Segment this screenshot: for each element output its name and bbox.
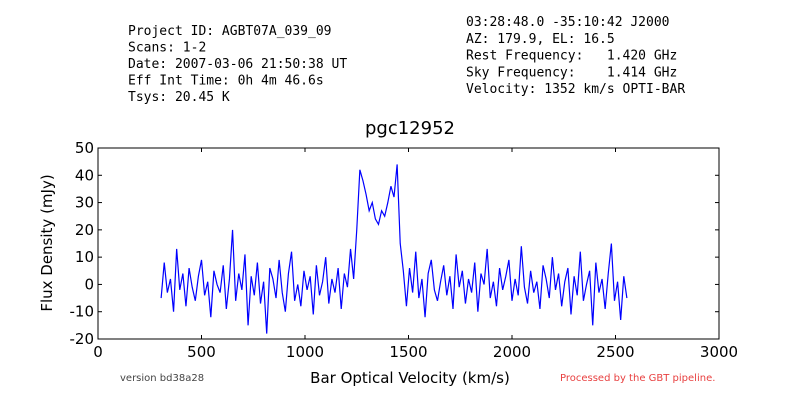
y-tick-label: 0 (84, 275, 94, 293)
x-axis-label: Bar Optical Velocity (km/s) (310, 369, 510, 387)
info-text: Velocity: 1352 km/s OPTI-BAR (466, 82, 685, 97)
y-tick-label: 50 (75, 139, 94, 157)
y-tick-label: -10 (70, 303, 95, 321)
x-tick-label: 2500 (596, 343, 634, 361)
x-tick-label: 0 (93, 343, 103, 361)
info-text: Tsys: 20.45 K (128, 90, 230, 105)
y-tick-label: 40 (75, 166, 94, 184)
footer-pipeline: Processed by the GBT pipeline. (560, 373, 715, 384)
y-tick-label: 20 (75, 221, 94, 239)
info-text: Project ID: AGBT07A_039_09 (128, 24, 332, 39)
footer-version: version bd38a28 (120, 373, 204, 384)
y-tick-label: 10 (75, 248, 94, 266)
info-text: Rest Frequency: 1.420 GHz (466, 49, 677, 64)
info-text: AZ: 179.9, EL: 16.5 (466, 32, 615, 47)
plot-frame (97, 147, 720, 340)
info-text: Date: 2007-03-06 21:50:38 UT (128, 57, 347, 72)
x-tick-label: 500 (187, 343, 216, 361)
chart-title: pgc12952 (365, 118, 455, 139)
x-tick-label: 2000 (493, 343, 531, 361)
y-axis-label: Flux Density (mJy) (38, 174, 56, 311)
info-text: Sky Frequency: 1.414 GHz (466, 65, 677, 80)
info-text: Eff Int Time: 0h 4m 46.6s (128, 74, 324, 89)
x-tick-label: 3000 (700, 343, 738, 361)
info-text: Scans: 1-2 (128, 41, 206, 56)
y-tick-label: 30 (75, 194, 94, 212)
x-tick-label: 1000 (286, 343, 324, 361)
y-tick-label: -20 (70, 330, 95, 348)
info-text: 03:28:48.0 -35:10:42 J2000 (466, 15, 670, 30)
spectrum-line (160, 164, 628, 334)
x-tick-label: 1500 (389, 343, 427, 361)
